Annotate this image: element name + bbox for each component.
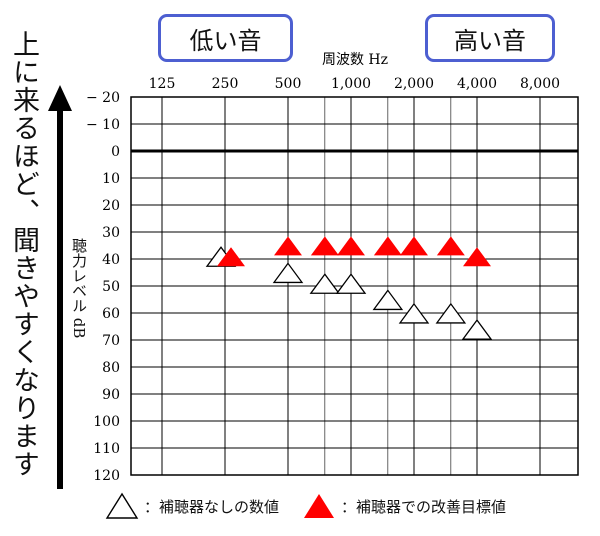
aided-point (337, 236, 365, 256)
aided-point (217, 247, 245, 267)
legend-item-unaided: ：補聴器なしの数値 (104, 491, 279, 521)
side-note: 上に来るほど、聞きやすくなります (8, 30, 39, 478)
unaided-point (335, 273, 367, 294)
x-tick-label: 250 (212, 76, 239, 92)
unaided-point (461, 319, 493, 340)
aided-point (400, 236, 428, 256)
x-tick-label: 4,000 (457, 76, 497, 92)
y-tick-label: 50 (102, 279, 120, 295)
x-tick-label: 1,000 (331, 76, 371, 92)
y-tick-label: 0 (111, 144, 120, 160)
unaided-point (309, 273, 341, 294)
x-tick-label: 2,000 (394, 76, 434, 92)
y-tick-label: − 20 (86, 90, 120, 106)
y-tick-label: 80 (102, 360, 120, 376)
x-tick-label: 500 (275, 76, 302, 92)
y-tick-label: 10 (102, 171, 120, 187)
aided-point (274, 236, 302, 256)
y-axis-label: 聴力レベル dB (70, 238, 88, 339)
aided-point (373, 236, 402, 256)
y-tick-label: 70 (102, 333, 120, 349)
high-sound-label: 高い音 (425, 14, 555, 62)
legend: ：補聴器なしの数値 ：補聴器での改善目標値 (104, 488, 528, 524)
unaided-point (372, 289, 404, 311)
up-arrow-icon (48, 85, 72, 489)
x-tick-label: 8,000 (520, 76, 560, 92)
y-tick-label: 40 (102, 252, 120, 268)
y-tick-label: 90 (102, 387, 120, 403)
open-triangle-icon (105, 492, 139, 519)
y-tick-label: 20 (102, 198, 120, 214)
aided-point (310, 236, 339, 256)
y-tick-label: 120 (93, 468, 120, 484)
low-sound-label: 低い音 (158, 14, 293, 62)
legend-label-aided: ：補聴器での改善目標値 (341, 497, 507, 516)
x-axis-label: 周波数 Hz (322, 52, 388, 68)
legend-label-unaided: ：補聴器なしの数値 (144, 497, 280, 516)
x-tick-label: 125 (149, 76, 176, 92)
y-tick-label: 100 (93, 414, 120, 430)
unaided-point (272, 262, 304, 284)
y-tick-label: − 10 (86, 117, 120, 133)
aided-point (463, 247, 491, 267)
y-tick-label: 60 (102, 306, 120, 322)
filled-triangle-icon (304, 494, 335, 518)
aided-point (436, 236, 465, 256)
y-tick-label: 110 (93, 441, 120, 457)
y-tick-label: 30 (102, 225, 120, 241)
unaided-point (435, 302, 467, 324)
legend-item-aided: ：補聴器での改善目標値 (301, 491, 506, 521)
unaided-point (398, 302, 430, 324)
